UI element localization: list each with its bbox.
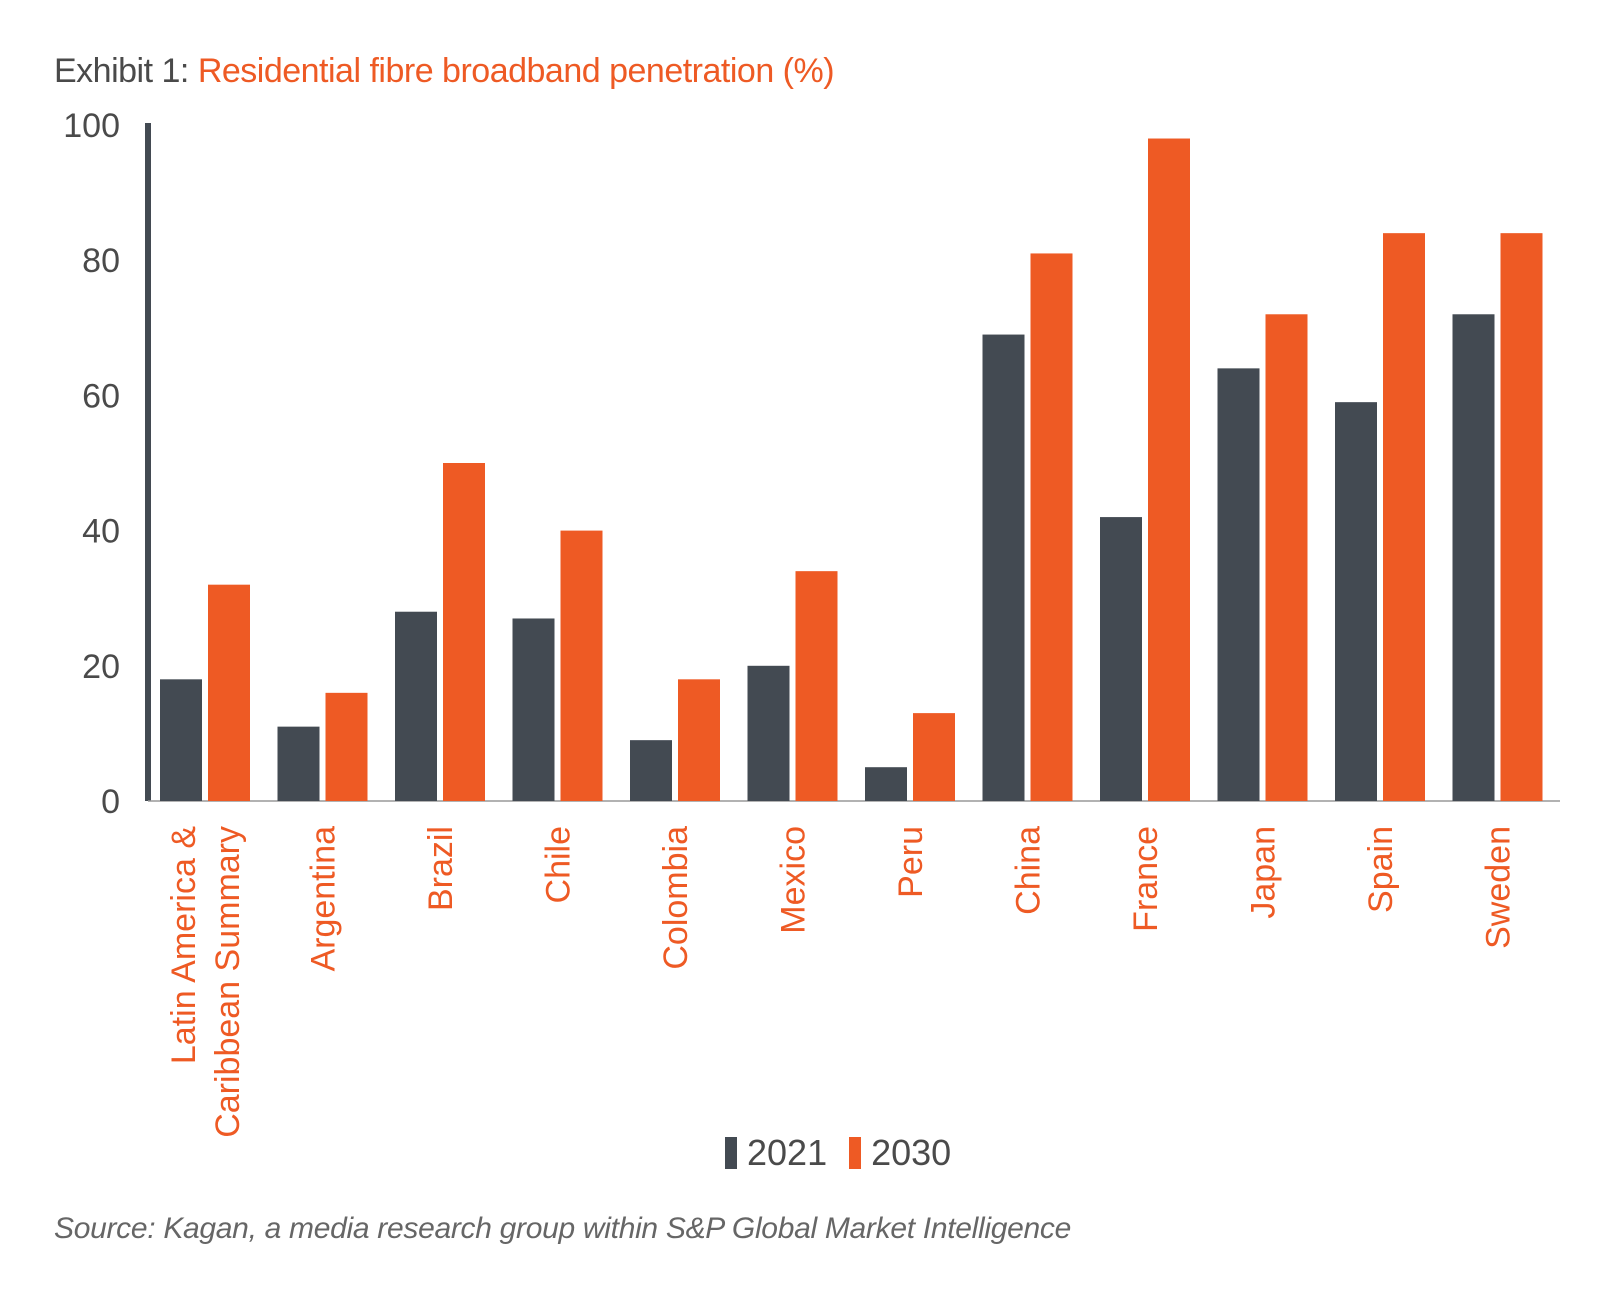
y-tick-label: 80 (82, 242, 120, 280)
bar-2021 (1217, 368, 1260, 801)
bar-2021 (982, 334, 1025, 801)
chart-title: Exhibit 1: Residential fibre broadband p… (54, 52, 835, 91)
bar-2030 (443, 463, 485, 801)
category-label: France (1127, 826, 1165, 932)
bar-2030 (325, 692, 368, 801)
legend-item-2030: 2030 (849, 1132, 951, 1174)
y-tick-label: 0 (101, 783, 120, 821)
bar-2021 (395, 611, 437, 801)
chart-title-prefix: Exhibit 1: (54, 52, 198, 90)
bar-2030 (208, 584, 250, 801)
source-note: Source: Kagan, a media research group wi… (54, 1212, 1071, 1245)
bar-2021 (747, 665, 790, 801)
legend-item-2021: 2021 (725, 1132, 827, 1174)
category-label: Colombia (657, 826, 695, 970)
category-label: Sweden (1480, 826, 1518, 949)
bar-2030 (1383, 233, 1425, 801)
bar-2021 (1452, 314, 1495, 801)
bar-2030 (795, 571, 838, 801)
y-tick-label: 60 (82, 377, 120, 415)
bar-2030 (560, 530, 603, 801)
category-label: Latin America & Caribbean Summary (165, 826, 247, 1138)
bar-2021 (1335, 402, 1377, 801)
category-label: China (1010, 826, 1048, 915)
bar-2021 (1100, 517, 1142, 801)
y-tick-label: 20 (82, 648, 120, 686)
bar-2030 (1500, 233, 1543, 801)
category-label: Argentina (305, 826, 343, 972)
bar-2021 (630, 740, 672, 801)
legend: 2021 2030 (725, 1132, 973, 1174)
bar-2021 (160, 679, 202, 801)
y-tick-label: 100 (63, 107, 120, 145)
bar-2030 (913, 713, 955, 801)
legend-swatch-2021 (725, 1137, 737, 1169)
category-label: Spain (1362, 826, 1400, 913)
legend-swatch-2030 (849, 1137, 862, 1169)
category-label: Brazil (422, 826, 460, 911)
legend-label-2030: 2030 (871, 1132, 952, 1173)
bar-2030 (678, 679, 720, 801)
bar-2021 (512, 618, 555, 801)
category-label: Japan (1245, 826, 1283, 919)
y-tick-label: 40 (82, 513, 120, 551)
chart-title-main: Residential fibre broadband penetration … (197, 52, 835, 90)
bar-2021 (865, 767, 907, 801)
bar-2030 (1148, 138, 1190, 801)
bar-2030 (1030, 253, 1073, 801)
category-label: Mexico (775, 826, 813, 934)
bar-2021 (277, 726, 320, 801)
category-label: Chile (540, 826, 578, 903)
category-label: Peru (892, 826, 930, 898)
bar-2030 (1265, 314, 1308, 801)
legend-label-2021: 2021 (747, 1132, 828, 1173)
